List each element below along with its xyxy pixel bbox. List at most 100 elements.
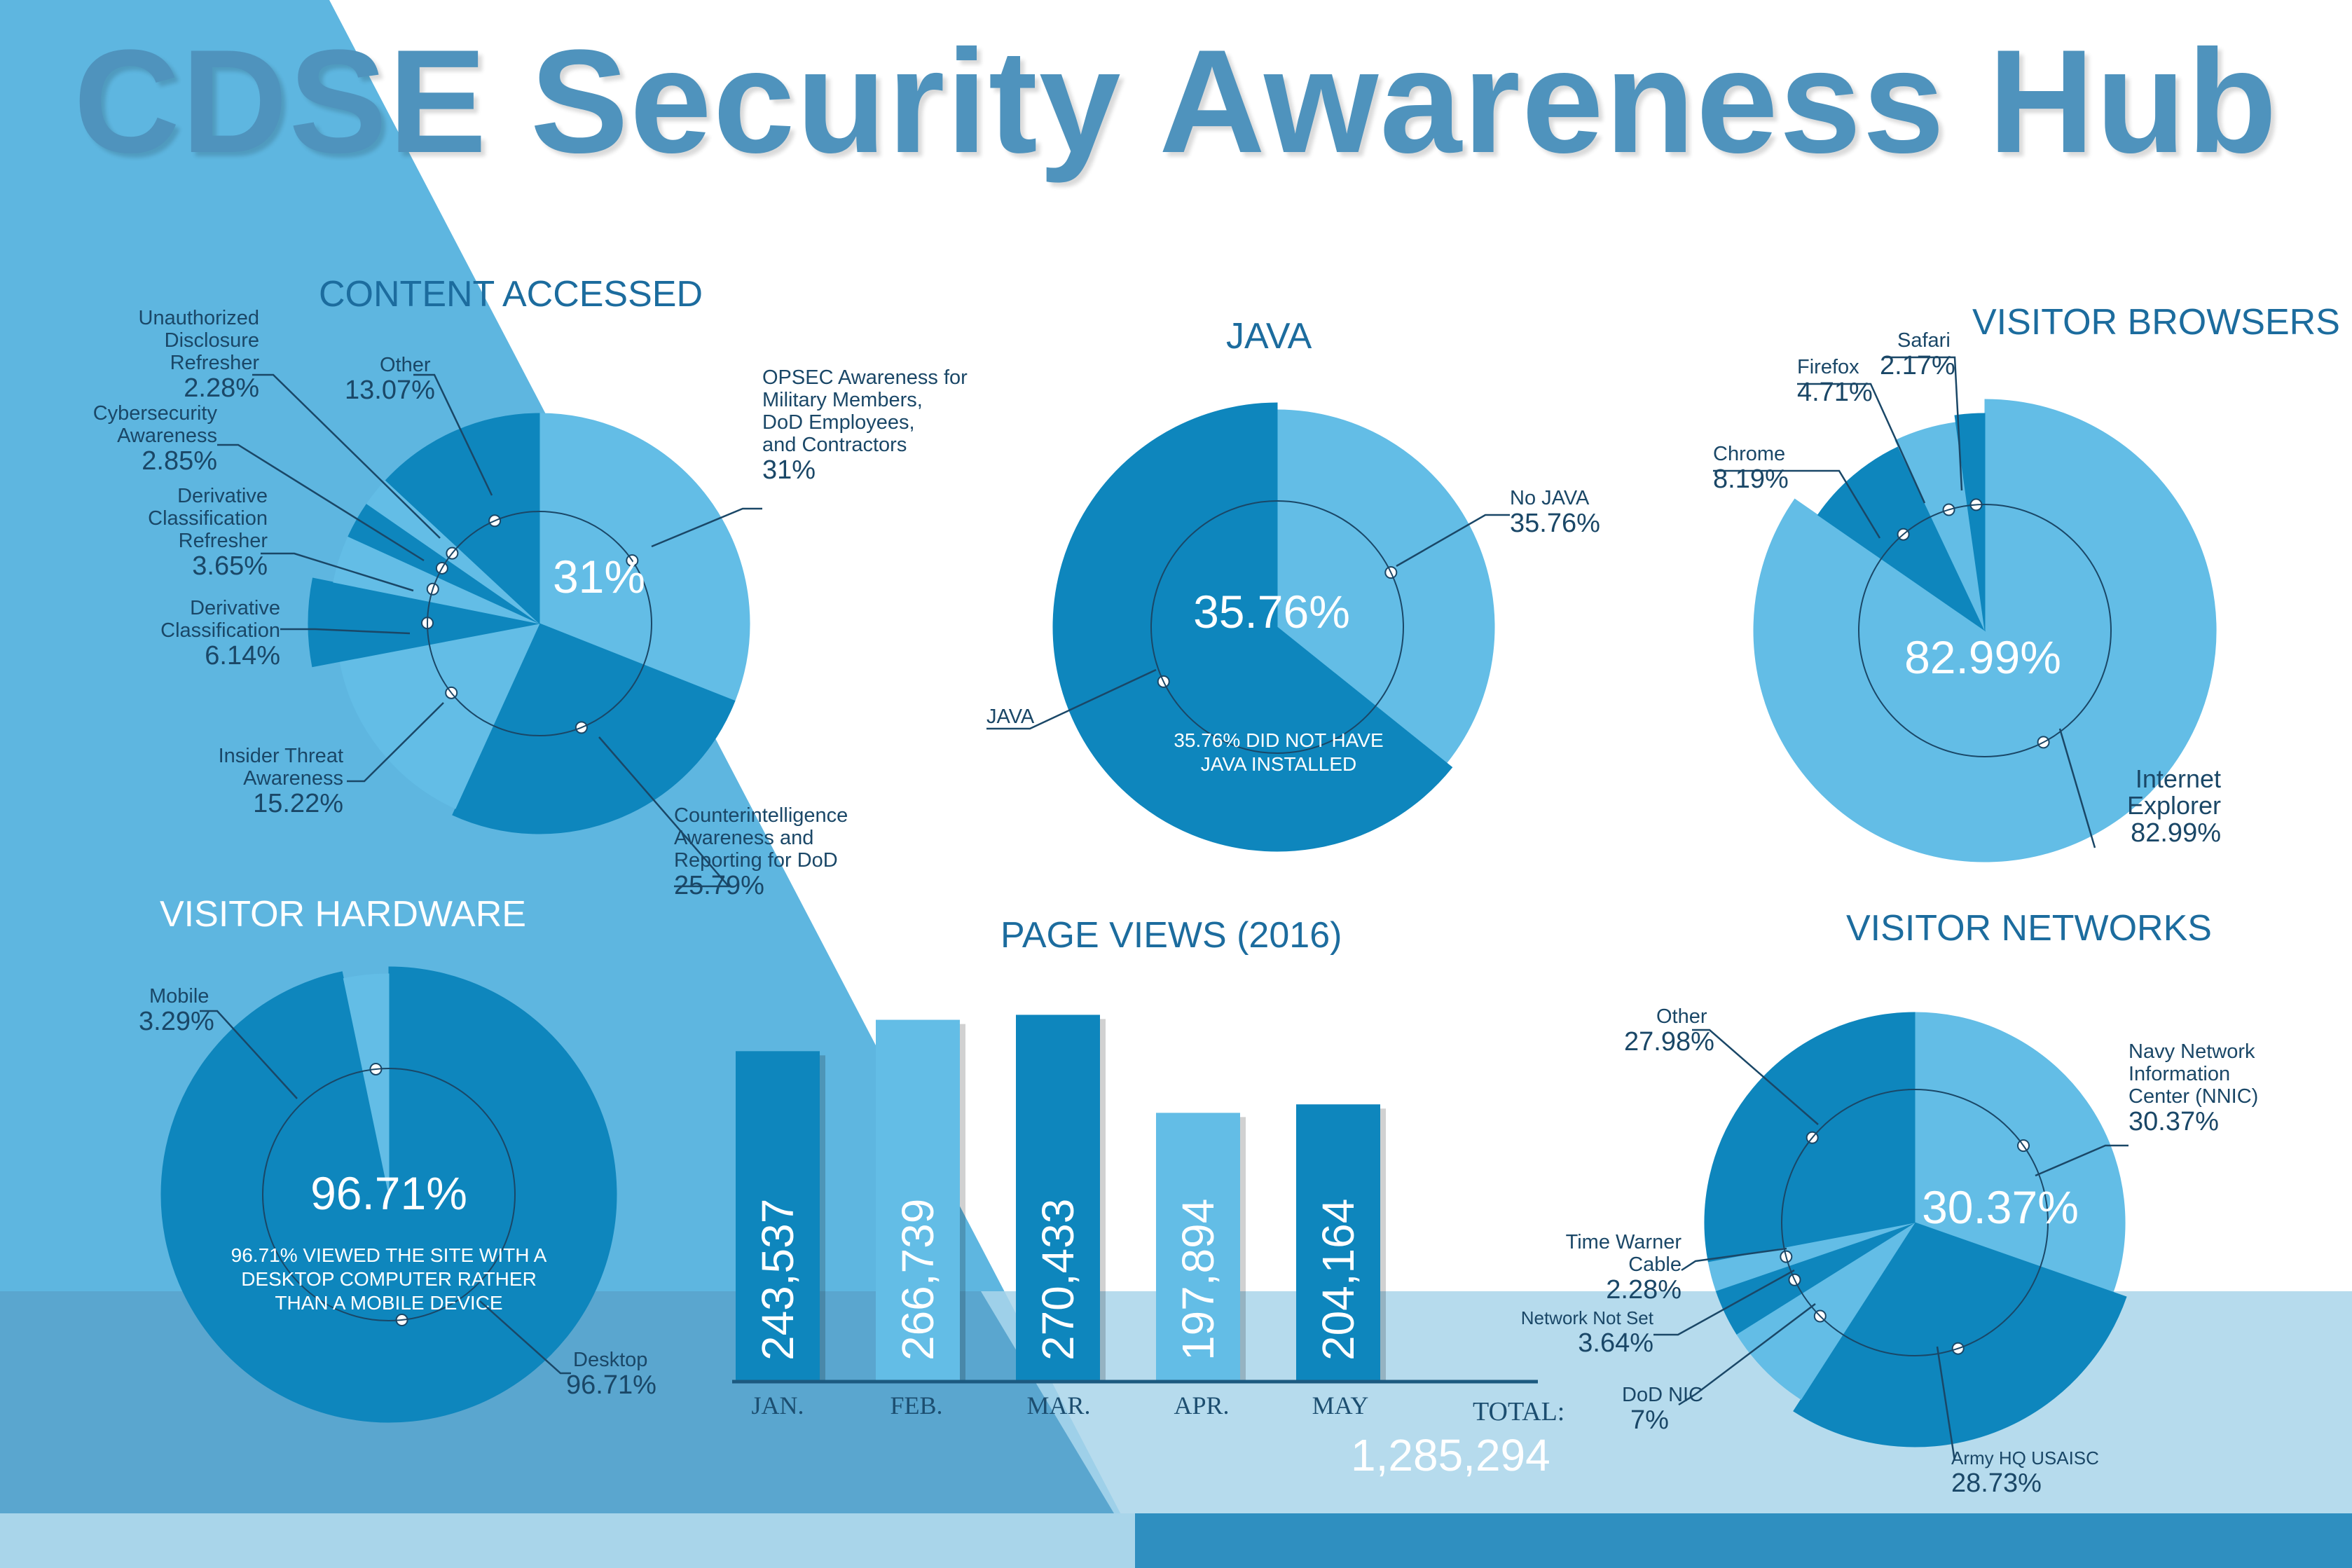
leader-nojava (1396, 514, 1510, 568)
label-unauth-line3: Refresher (170, 352, 259, 374)
label-nojava-pct: 35.76% (1510, 509, 1600, 538)
leader-notset (1653, 1269, 1795, 1336)
x-label-jan: JAN. (751, 1391, 804, 1419)
leader-army (1936, 1346, 1956, 1462)
label-mobile-line1: Mobile (149, 985, 209, 1007)
leader-twc (1681, 1247, 1787, 1272)
label-opsec-pct: 31% (762, 455, 816, 485)
x-label-feb: FEB. (890, 1391, 943, 1419)
label-unauth-line1: Unauthorized (138, 307, 260, 329)
page-title: CDSE Security Awareness Hub (74, 19, 2278, 184)
label-chrome-pct: 8.19% (1713, 465, 1789, 494)
bar-value-label-apr: 197,894 (1173, 1199, 1223, 1361)
pie-inner-ring (1150, 500, 1404, 754)
label-firefox-pct: 4.71% (1797, 378, 1873, 407)
content-accessed-pie (308, 413, 750, 834)
label-cyber: Cybersecurity Awareness 2.85% (77, 402, 217, 475)
java-note: 35.76% DID NOT HAVE JAVA INSTALLED (1174, 729, 1384, 775)
label-deriv-ref-pct: 3.65% (192, 551, 268, 581)
bar-feb (876, 1019, 960, 1380)
label-dodnic-pct: 7% (1630, 1405, 1669, 1435)
bar-value-label-may: 204,164 (1313, 1199, 1363, 1361)
visitor-hardware-pie (160, 966, 617, 1423)
pie-slice-counterintelligence-awareness-and-reporting-for-dod (452, 623, 736, 834)
label-cyber-pct: 2.85% (142, 446, 217, 476)
label-army-line1: Army HQ USAISC (1951, 1447, 2099, 1469)
java-pie (1052, 402, 1495, 852)
visitor-browsers-title: VISITOR BROWSERS (1972, 302, 2340, 343)
label-desktop-pct: 96.71% (566, 1370, 656, 1400)
pie-slice-safari (1954, 413, 1986, 631)
pie-inner-ring (427, 511, 652, 736)
x-label-mar: MAR. (1026, 1391, 1091, 1419)
leader-deriv-ref (261, 552, 414, 592)
label-dodnic-line1: DoD NIC (1622, 1384, 1704, 1406)
label-deriv-ref-line3: Refresher (178, 530, 268, 552)
leader-opsec (651, 507, 762, 548)
label-insider-line2: Awareness (243, 767, 343, 790)
label-insider: Insider Threat Awareness 15.22% (182, 745, 343, 818)
bar-value-label-feb: 266,739 (893, 1199, 943, 1361)
leader-dodnic (1678, 1303, 1816, 1406)
label-nojava-line1: No JAVA (1510, 487, 1590, 509)
label-notset-line1: Network Not Set (1520, 1307, 1653, 1328)
label-ie-line2: Explorer (2126, 791, 2221, 820)
leader-insider (347, 702, 444, 783)
page-views-bar-chart: 243,537 266,739 270,433 197,894 204,164 (732, 1015, 1538, 1384)
label-opsec-line1: OPSEC Awareness for (762, 366, 968, 389)
bar-jan (736, 1051, 820, 1380)
pie-slice-other (385, 413, 540, 625)
label-nnic-line3: Center (NNIC) (2129, 1085, 2259, 1108)
label-desktop: Desktop 96.71% (566, 1349, 656, 1399)
bar-apr (1156, 1113, 1240, 1380)
label-deriv: Derivative Classification 6.14% (133, 597, 280, 670)
visitor-hardware-title: VISITOR HARDWARE (160, 894, 526, 935)
label-twc-line2: Cable (1628, 1253, 1682, 1276)
leader-desktop (479, 1300, 571, 1375)
leader-cyber (217, 443, 425, 562)
label-unauth-line2: Disclosure (164, 329, 259, 352)
label-nojava: No JAVA 35.76% (1510, 487, 1600, 537)
label-twc-pct: 2.28% (1606, 1275, 1682, 1305)
java-title: JAVA (1226, 316, 1312, 357)
label-mobile-pct: 3.29% (139, 1007, 214, 1036)
pie-slice-internet-explorer (1753, 399, 2217, 862)
label-desktop-line1: Desktop (573, 1349, 648, 1371)
label-counterintel-line3: Reporting for DoD (674, 849, 838, 872)
pie-slice-dod-nic (1736, 1222, 1916, 1400)
label-safari-pct: 2.17% (1880, 351, 1955, 380)
leader-counterintel (598, 736, 731, 888)
label-opsec: OPSEC Awareness for Military Members, Do… (762, 366, 968, 484)
leader-net-other (1692, 1029, 1819, 1125)
label-firefox: Firefox 4.71% (1797, 356, 1873, 406)
label-twc: Time Warner Cable 2.28% (1548, 1231, 1682, 1304)
bar-may (1296, 1104, 1380, 1380)
label-ie: Internet Explorer 82.99% (2049, 766, 2221, 848)
label-deriv-ref-line2: Classification (148, 507, 268, 530)
hardware-center-value: 96.71% (310, 1167, 467, 1219)
label-chrome: Chrome 8.19% (1713, 443, 1789, 493)
label-notset: Network Not Set 3.64% (1506, 1307, 1653, 1357)
leader-chrome (1713, 469, 1881, 539)
label-java: JAVA (986, 706, 1034, 728)
label-insider-pct: 15.22% (253, 789, 343, 818)
label-firefox-line1: Firefox (1797, 356, 1859, 378)
pie-slice-navy-network-information-center-nnic (1914, 1012, 2126, 1293)
label-ie-pct: 82.99% (2131, 818, 2221, 848)
label-mobile: Mobile 3.29% (139, 985, 214, 1036)
label-net-other-pct: 27.98% (1624, 1027, 1714, 1057)
label-net-other-line1: Other (1656, 1005, 1707, 1028)
label-dodnic: DoD NIC 7% (1622, 1384, 1703, 1434)
pie-slice-mobile (343, 973, 390, 1195)
label-cyber-line1: Cybersecurity (92, 402, 217, 425)
leader-safari (1885, 356, 1963, 491)
leader-unauth (252, 373, 441, 539)
label-unauth-pct: 2.28% (184, 373, 259, 403)
label-notset-pct: 3.64% (1578, 1328, 1653, 1358)
label-opsec-line2: Military Members, (762, 389, 923, 411)
leader-firefox (1797, 383, 1926, 504)
x-label-apr: APR. (1174, 1391, 1230, 1419)
visitor-networks-pie (1704, 1012, 2127, 1447)
bar-mar (1016, 1015, 1100, 1380)
page-views-title: PAGE VIEWS (2016) (1000, 915, 1342, 956)
